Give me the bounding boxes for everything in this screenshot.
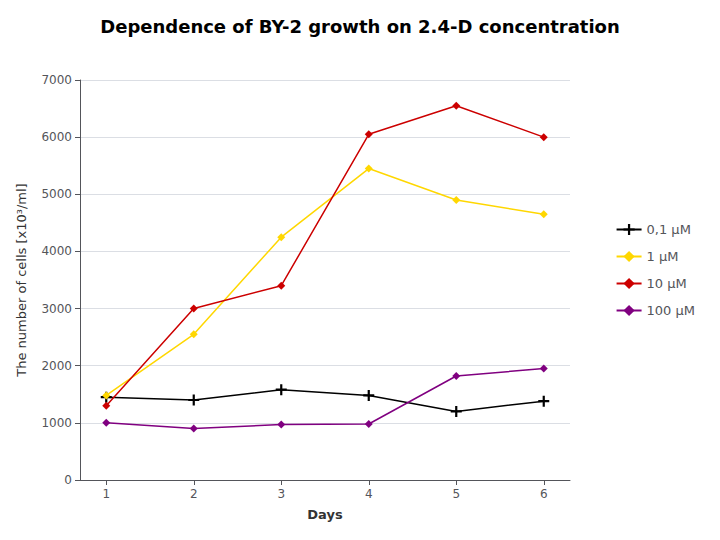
svg-text:3: 3: [277, 487, 285, 501]
svg-text:2: 2: [190, 487, 198, 501]
svg-text:6: 6: [540, 487, 548, 501]
svg-text:The number of cells [x10³/ml]: The number of cells [x10³/ml]: [14, 183, 29, 377]
svg-text:3000: 3000: [41, 302, 72, 316]
svg-text:10 μM: 10 μM: [647, 276, 687, 291]
svg-text:6000: 6000: [41, 130, 72, 144]
svg-text:2000: 2000: [41, 359, 72, 373]
svg-text:1: 1: [102, 487, 110, 501]
svg-text:4: 4: [365, 487, 373, 501]
svg-text:0: 0: [64, 473, 72, 487]
svg-text:Dependence of BY-2 growth on 2: Dependence of BY-2 growth on 2.4-D conce…: [100, 16, 620, 37]
svg-text:7000: 7000: [41, 73, 72, 87]
svg-text:Days: Days: [307, 507, 343, 522]
svg-text:5000: 5000: [41, 187, 72, 201]
svg-text:0,1 μM: 0,1 μM: [647, 222, 691, 237]
svg-text:1 μM: 1 μM: [647, 249, 679, 264]
svg-text:1000: 1000: [41, 416, 72, 430]
svg-text:5: 5: [452, 487, 460, 501]
svg-text:4000: 4000: [41, 244, 72, 258]
svg-text:100 μM: 100 μM: [647, 303, 695, 318]
